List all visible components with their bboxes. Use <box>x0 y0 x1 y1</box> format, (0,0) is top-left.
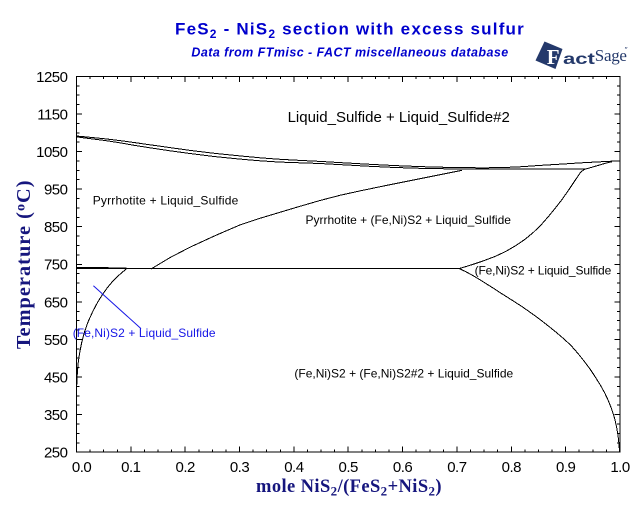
svg-text:350: 350 <box>44 407 68 424</box>
svg-text:0.8: 0.8 <box>502 459 522 476</box>
svg-text:950: 950 <box>44 182 68 199</box>
svg-text:650: 650 <box>44 294 68 311</box>
svg-text:Temperature (oC): Temperature (oC) <box>13 179 35 349</box>
svg-text:0.1: 0.1 <box>121 459 141 476</box>
svg-text:1050: 1050 <box>36 144 68 161</box>
svg-text:1.0: 1.0 <box>610 459 630 476</box>
svg-text:0.9: 0.9 <box>556 459 576 476</box>
svg-text:0.3: 0.3 <box>230 459 250 476</box>
svg-text:0.6: 0.6 <box>393 459 413 476</box>
svg-text:(Fe,Ni)S2 + Liquid_Sulfide: (Fe,Ni)S2 + Liquid_Sulfide <box>475 264 612 278</box>
svg-text:Liquid_Sulfide + Liquid_Sulfid: Liquid_Sulfide + Liquid_Sulfide#2 <box>288 109 510 126</box>
svg-text:0.5: 0.5 <box>339 459 359 476</box>
svg-text:Data from FTmisc - FACT miscel: Data from FTmisc - FACT miscellaneous da… <box>191 45 508 59</box>
svg-text:850: 850 <box>44 219 68 236</box>
svg-text:1250: 1250 <box>36 69 68 86</box>
svg-text:1150: 1150 <box>37 106 67 123</box>
svg-text:0.7: 0.7 <box>447 459 467 476</box>
svg-text:″: ″ <box>625 46 628 55</box>
svg-text:F: F <box>547 45 560 69</box>
svg-text:0.2: 0.2 <box>176 459 196 476</box>
svg-text:mole NiS2/(FeS2+NiS2): mole NiS2/(FeS2+NiS2) <box>256 477 442 499</box>
svg-text:(Fe,Ni)S2 + Liquid_Sulfide: (Fe,Ni)S2 + Liquid_Sulfide <box>73 326 216 340</box>
svg-text:Pyrrhotite + (Fe,Ni)S2 + Liqui: Pyrrhotite + (Fe,Ni)S2 + Liquid_Sulfide <box>306 213 512 227</box>
svg-text:750: 750 <box>44 257 68 274</box>
svg-text:act: act <box>563 51 596 68</box>
svg-text:Sage: Sage <box>595 46 627 65</box>
svg-text:250: 250 <box>44 445 68 462</box>
svg-text:0.0: 0.0 <box>72 459 92 476</box>
svg-text:(Fe,Ni)S2 + (Fe,Ni)S2#2 + Liqu: (Fe,Ni)S2 + (Fe,Ni)S2#2 + Liquid_Sulfide <box>294 367 513 381</box>
svg-text:Pyrrhotite + Liquid_Sulfide: Pyrrhotite + Liquid_Sulfide <box>93 194 239 208</box>
svg-text:0.4: 0.4 <box>284 459 304 476</box>
svg-text:FeS2 - NiS2 section with exces: FeS2 - NiS2 section with excess sulfur <box>175 19 525 41</box>
svg-text:450: 450 <box>44 369 68 386</box>
svg-text:550: 550 <box>44 332 68 349</box>
